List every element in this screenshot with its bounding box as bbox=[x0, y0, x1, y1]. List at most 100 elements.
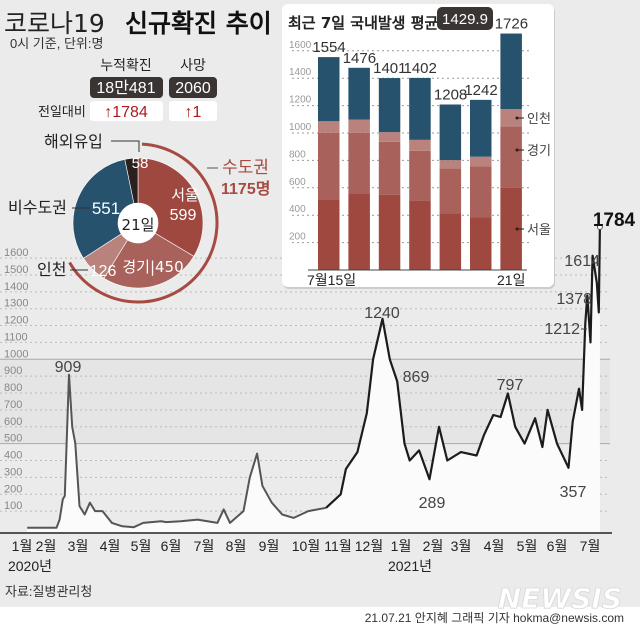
bar-segment bbox=[470, 156, 492, 167]
source: 자료:질병관리청 bbox=[5, 584, 92, 599]
overseas-leader bbox=[111, 140, 140, 152]
x-tick-label: 4월 bbox=[484, 538, 505, 554]
y-tick-label: 1300 bbox=[4, 298, 28, 310]
subtitle: 0시 기준, 단위:명 bbox=[10, 36, 103, 51]
x-tick-label: 5월 bbox=[517, 538, 538, 554]
x-tick-label: 6월 bbox=[547, 538, 568, 554]
y-tick-label: 1500 bbox=[4, 264, 28, 276]
overseas-label: 해외유입 bbox=[44, 132, 103, 151]
cumulative-change: ↑1784 bbox=[104, 104, 148, 121]
annotation-label: 1212 bbox=[544, 321, 580, 338]
inset-x-first: 7월15일 bbox=[307, 272, 356, 288]
deaths-change: ↑1 bbox=[185, 104, 202, 121]
bar-segment bbox=[348, 193, 370, 270]
incheon-value: 126 bbox=[90, 263, 117, 280]
capital-total: 1175명 bbox=[221, 180, 270, 198]
x-tick-label: 1월 bbox=[12, 538, 33, 554]
credit: 21.07.21 안지혜 그래픽 기자 hokma@newsis.com bbox=[365, 611, 624, 625]
annotation-label: 869 bbox=[403, 369, 430, 386]
bar-segment bbox=[500, 33, 522, 110]
seoul-value: 599 bbox=[170, 207, 197, 224]
y-tick-label: 400 bbox=[4, 450, 22, 462]
cumulative-label: 누적확진 bbox=[100, 58, 152, 74]
annotation-label: 1614 bbox=[564, 253, 600, 270]
inset-y-tick-label: 600 bbox=[289, 177, 306, 188]
bar-total-label: 1554 bbox=[312, 39, 345, 56]
y-tick-label: 500 bbox=[4, 433, 22, 445]
y-tick-label: 1600 bbox=[4, 247, 28, 259]
bar-segment bbox=[348, 67, 370, 120]
x-tick-label: 11월 bbox=[324, 538, 351, 554]
x-tick-label: 6월 bbox=[161, 538, 182, 554]
bar-total-label: 1726 bbox=[495, 16, 528, 33]
title-bold: 신규확진 추이 bbox=[125, 9, 272, 38]
footer-strip bbox=[0, 607, 640, 628]
overseas-value: 58 bbox=[132, 155, 149, 172]
inset-y-tick-label: 1200 bbox=[289, 95, 312, 106]
year-label: 2021년 bbox=[388, 558, 432, 574]
inset-y-tick-label: 1000 bbox=[289, 122, 312, 133]
deaths-value: 2060 bbox=[175, 80, 211, 97]
bar-total-label: 1402 bbox=[404, 60, 437, 77]
newsis-logo: NEWSIS bbox=[498, 582, 622, 615]
y-tick-label: 600 bbox=[4, 416, 22, 428]
y-tick-label: 700 bbox=[4, 399, 22, 411]
annotation-label: 1240 bbox=[364, 305, 400, 322]
bar-segment bbox=[409, 77, 431, 140]
x-tick-label: 1월 bbox=[391, 538, 412, 554]
x-tick-label: 8월 bbox=[226, 538, 247, 554]
inset-y-tick-label: 1400 bbox=[289, 67, 312, 78]
bar-segment bbox=[439, 160, 462, 169]
seoul-label: 서울 bbox=[171, 186, 199, 204]
bar-segment bbox=[378, 78, 401, 133]
legend-gyeonggi: 경기 bbox=[527, 144, 551, 159]
x-tick-label: 7월 bbox=[580, 538, 601, 554]
deaths-pill bbox=[169, 77, 217, 98]
bar-segment bbox=[470, 166, 492, 218]
gyeonggi-label: 경기|450 bbox=[122, 258, 183, 276]
y-tick-label: 1100 bbox=[4, 331, 28, 343]
annotation-label: 797 bbox=[497, 377, 524, 394]
legend-incheon: 인천 bbox=[527, 112, 551, 127]
capital-label: 수도권 bbox=[222, 158, 269, 178]
inset-x-last: 21일 bbox=[497, 272, 525, 288]
title-light: 코로나19 bbox=[4, 9, 105, 38]
bar-segment bbox=[409, 150, 431, 201]
x-tick-label: 7월 bbox=[194, 538, 215, 554]
bar-total-label: 1208 bbox=[434, 87, 467, 104]
latest-point-marker bbox=[596, 224, 603, 231]
y-tick-label: 900 bbox=[4, 365, 22, 377]
inset-y-tick-label: 400 bbox=[289, 204, 306, 215]
bar-segment bbox=[378, 132, 401, 142]
bar-total-label: 1476 bbox=[343, 50, 376, 67]
y-tick-label: 300 bbox=[4, 466, 22, 478]
bar-total-label: 1242 bbox=[464, 82, 497, 99]
x-tick-label: 4월 bbox=[100, 538, 121, 554]
inset-legend: 인천 경기 서울 bbox=[515, 112, 551, 238]
bar-segment bbox=[500, 187, 522, 270]
bar-segment bbox=[378, 141, 401, 195]
cumulative-pill bbox=[90, 77, 163, 98]
bar-segment bbox=[318, 121, 340, 133]
annotation-label: 1784 bbox=[593, 210, 636, 231]
annotation-label: 909 bbox=[55, 359, 82, 376]
bar-segment bbox=[439, 213, 462, 270]
main-y-ticks: 100 200 300 400 500 600 700 800 900 1000 1100 1200 1… bbox=[4, 247, 28, 512]
year-label: 2020년 bbox=[8, 558, 52, 574]
bar-segment bbox=[318, 199, 340, 270]
bar-segment bbox=[409, 139, 431, 151]
x-tick-label: 2월 bbox=[36, 538, 57, 554]
band-500-1000 bbox=[0, 359, 610, 443]
donut-center-label: 21일 bbox=[122, 216, 155, 234]
area-under-line bbox=[27, 227, 600, 533]
bar-segment bbox=[500, 126, 522, 188]
deaths-label: 사망 bbox=[180, 58, 206, 74]
inset-y-tick-label: 800 bbox=[289, 149, 306, 160]
average-value: 1429.9 bbox=[442, 11, 488, 28]
y-tick-label: 800 bbox=[4, 382, 22, 394]
bar-segment bbox=[500, 109, 522, 127]
bar-total-label: 1401 bbox=[373, 60, 406, 77]
donut-hole bbox=[118, 203, 158, 243]
capital-area-arc bbox=[68, 142, 219, 304]
